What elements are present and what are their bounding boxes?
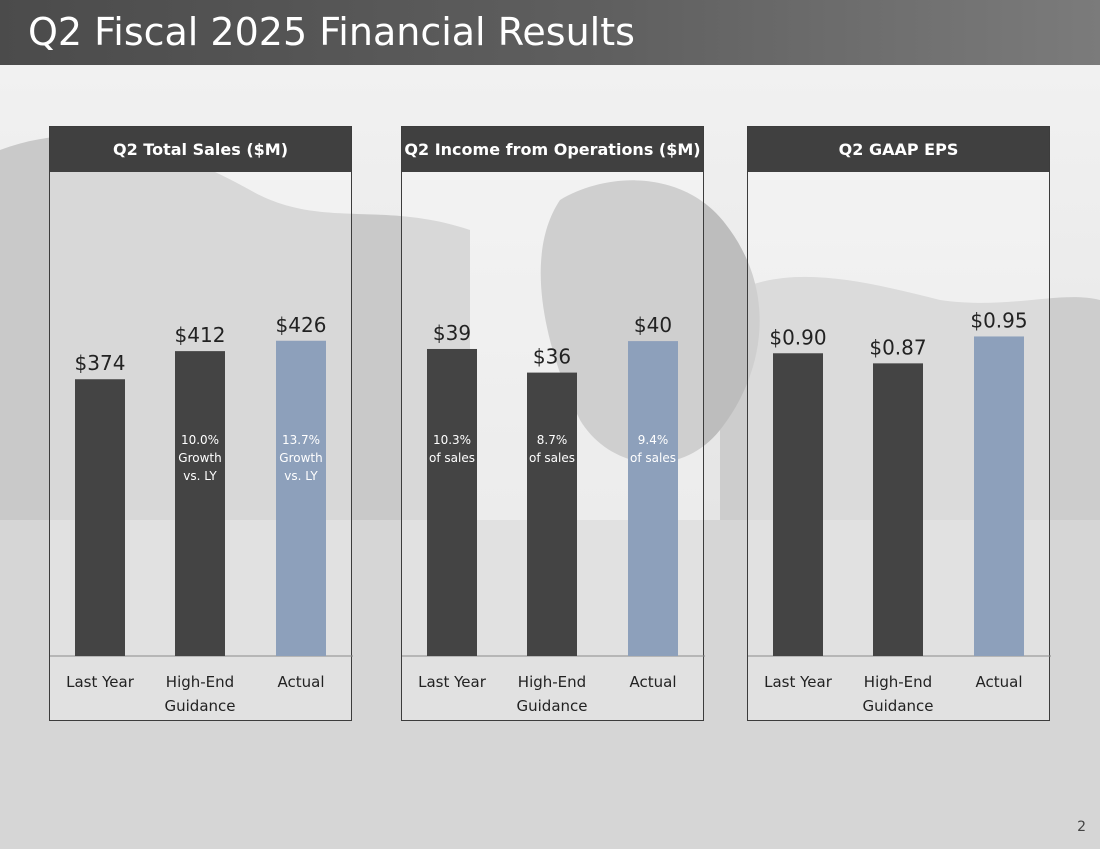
bar-1: [75, 379, 125, 656]
category-label: Guidance: [863, 697, 934, 715]
bar-annotation: of sales: [429, 451, 475, 465]
sales-chart-title: Q2 Total Sales ($M): [50, 127, 351, 172]
bar-annotation: Growth: [279, 451, 322, 465]
bar-2: [175, 351, 225, 656]
value-label: $36: [533, 345, 571, 369]
category-label: Actual: [630, 673, 677, 691]
category-label: High-End: [166, 673, 234, 691]
bar-annotation: vs. LY: [183, 469, 217, 483]
bar-annotation: 9.4%: [638, 433, 669, 447]
eps-chart-panel: Q2 GAAP EPS $0.90 Last Year $0.87 High-End G…: [747, 126, 1051, 721]
bar-2: [527, 372, 577, 656]
bar-annotation: Growth: [178, 451, 221, 465]
income-chart-panel: Q2 Income from Operations ($M) $39 10.3% o…: [401, 126, 705, 721]
category-label: Last Year: [418, 673, 487, 691]
bar-3: [276, 340, 326, 656]
value-label: $374: [75, 351, 126, 375]
category-label: Last Year: [66, 673, 135, 691]
category-label: Actual: [976, 673, 1023, 691]
bar-annotation: vs. LY: [284, 469, 318, 483]
category-label: Last Year: [764, 673, 833, 691]
bar-1: [427, 348, 477, 656]
category-label: Actual: [278, 673, 325, 691]
sales-bar-chart: $374 Last Year $412 10.0% Growth vs. LY High-E…: [50, 313, 353, 715]
bar-annotation: 8.7%: [537, 433, 568, 447]
income-chart-title: Q2 Income from Operations ($M): [402, 127, 703, 172]
bar-3: [974, 336, 1024, 656]
value-label: $0.95: [970, 308, 1027, 332]
value-label: $0.90: [769, 325, 826, 349]
bar-annotation: 10.3%: [433, 433, 471, 447]
bar-annotation: of sales: [630, 451, 676, 465]
page-title: Q2 Fiscal 2025 Financial Results: [28, 10, 635, 54]
eps-chart-title: Q2 GAAP EPS: [748, 127, 1049, 172]
eps-bar-chart: $0.90 Last Year $0.87 High-End Guidance $0.95…: [748, 308, 1051, 715]
title-bar: Q2 Fiscal 2025 Financial Results: [0, 0, 1100, 65]
bar-annotation: 13.7%: [282, 433, 320, 447]
value-label: $412: [175, 323, 226, 347]
bar-1: [773, 353, 823, 656]
value-label: $0.87: [869, 335, 926, 359]
bar-2: [873, 363, 923, 656]
category-label: Guidance: [517, 697, 588, 715]
income-bar-chart: $39 10.3% of sales Last Year $36 8.7% of sales…: [402, 313, 705, 715]
value-label: $426: [276, 313, 327, 337]
page-number: 2: [1077, 819, 1086, 835]
value-label: $39: [433, 321, 471, 345]
value-label: $40: [634, 313, 672, 337]
sales-chart-panel: Q2 Total Sales ($M) $374 Last Year $412 10.…: [49, 126, 353, 721]
bar-annotation: 10.0%: [181, 433, 219, 447]
bar-annotation: of sales: [529, 451, 575, 465]
category-label: Guidance: [165, 697, 236, 715]
bar-3: [628, 341, 678, 656]
category-label: High-End: [518, 673, 586, 691]
category-label: High-End: [864, 673, 932, 691]
